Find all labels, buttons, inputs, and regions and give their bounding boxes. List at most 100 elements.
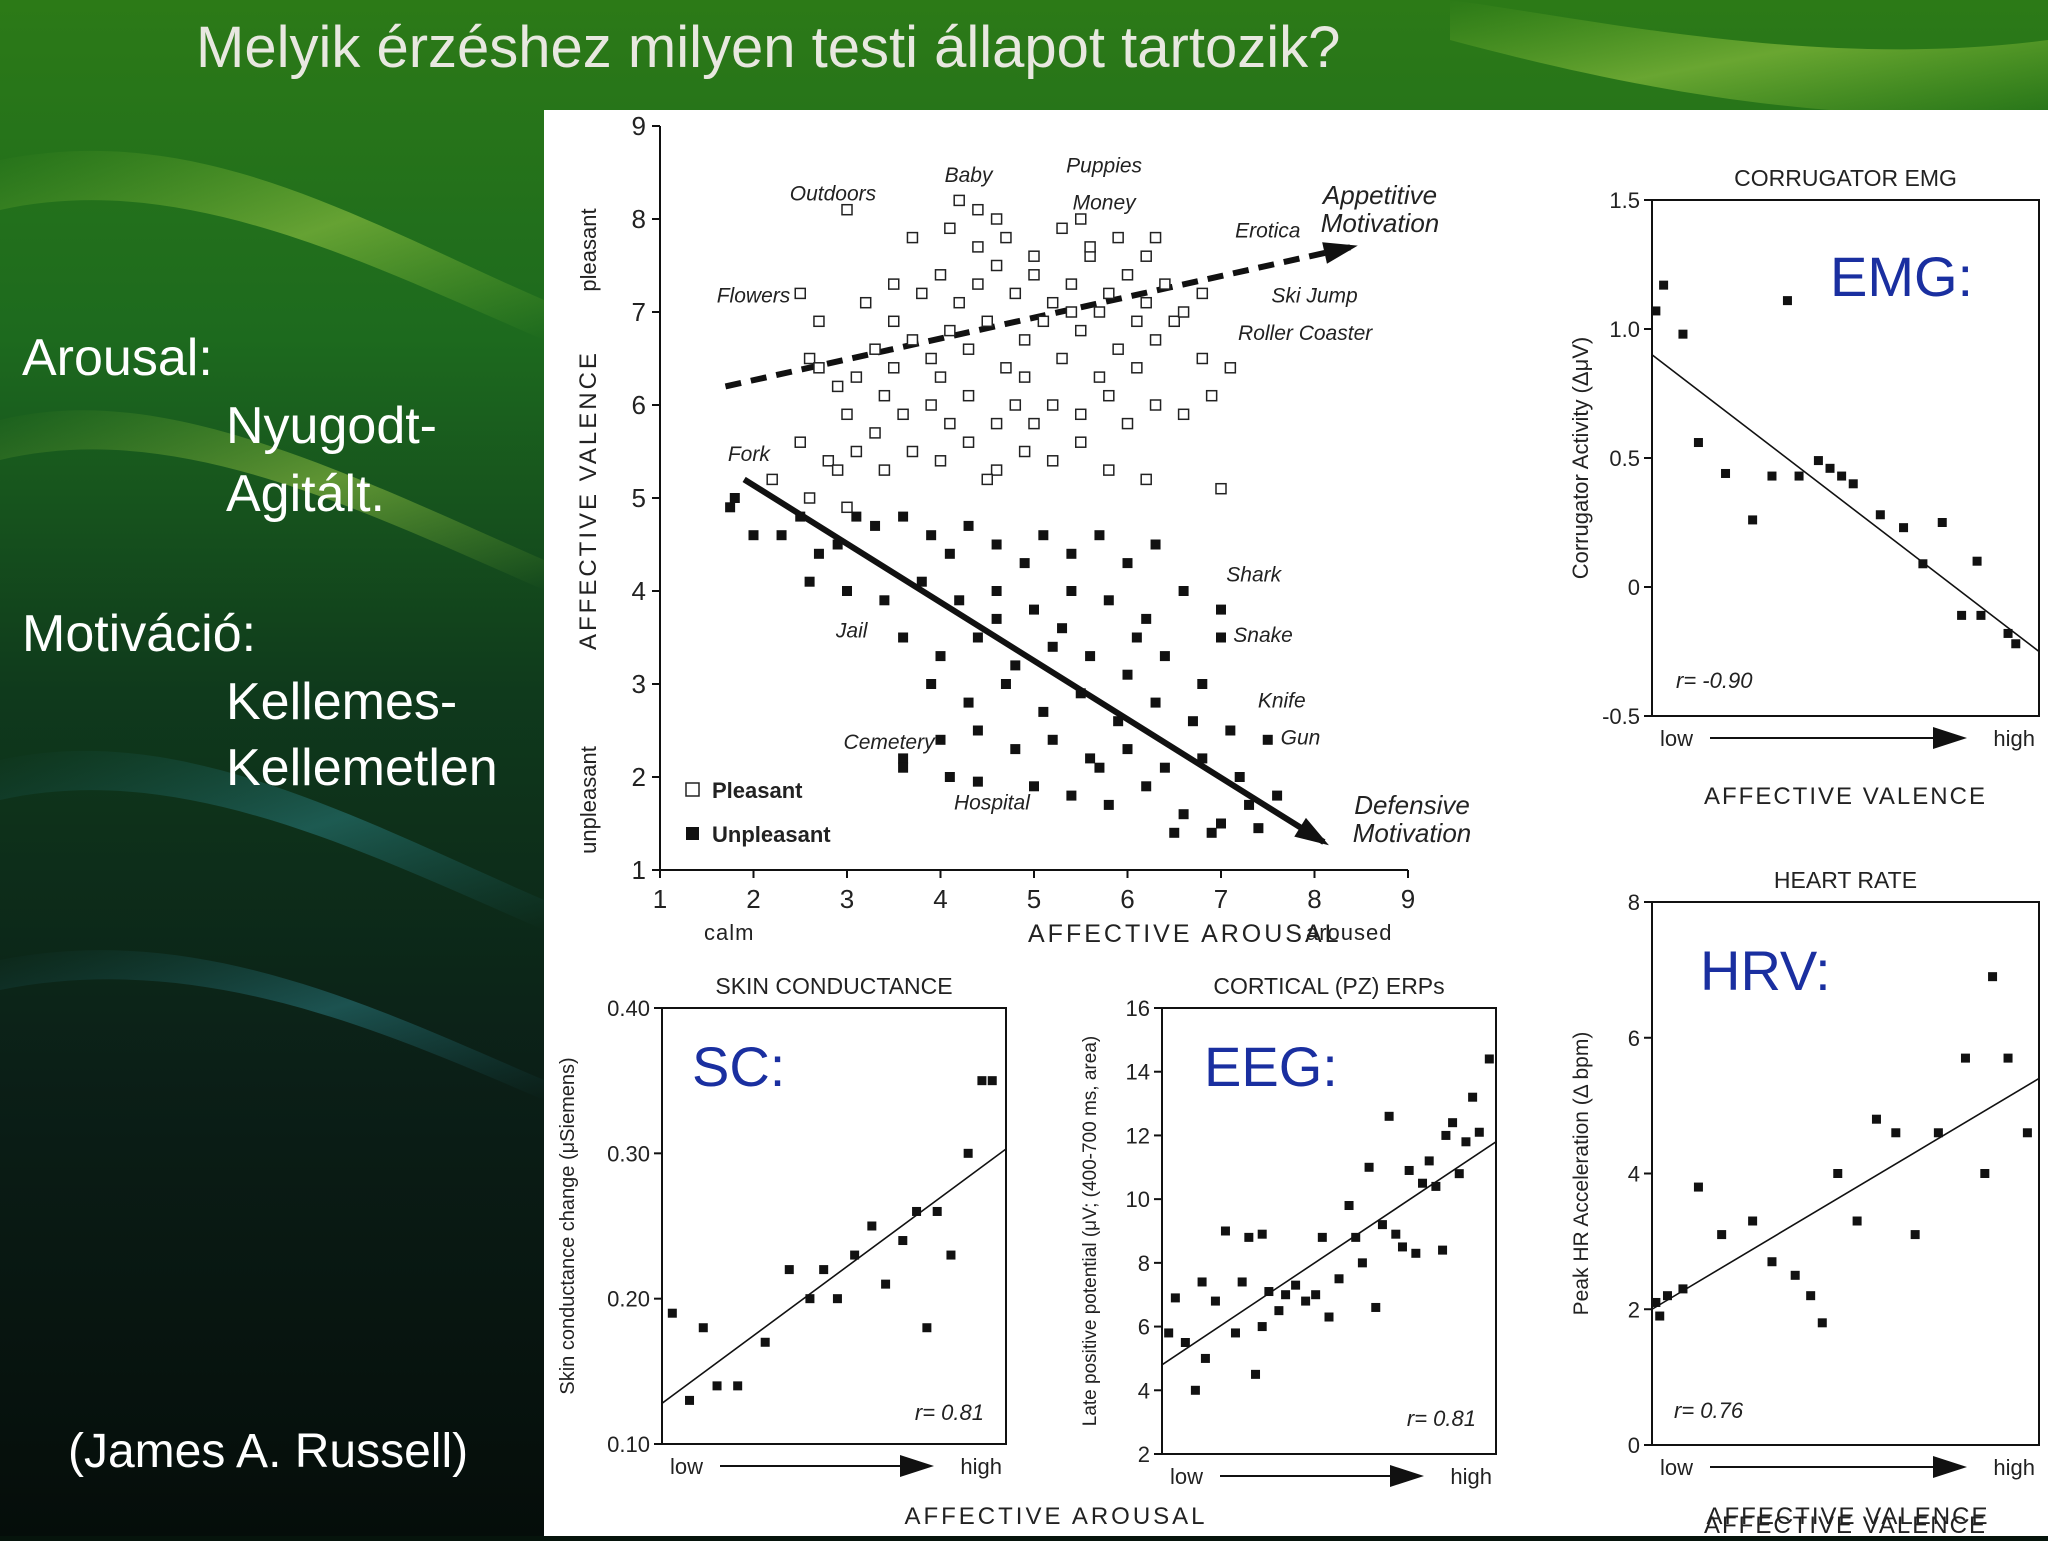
pleasant-point xyxy=(1224,362,1237,374)
main-annotation: Gun xyxy=(1281,726,1321,749)
erp-x-high-label: high xyxy=(1450,1464,1492,1489)
hr-point xyxy=(1767,1257,1777,1267)
pleasant-point xyxy=(813,362,825,374)
slide-title: Melyik érzéshez milyen testi állapot tar… xyxy=(196,15,1341,80)
erp-overlay-label: EEG: xyxy=(1204,1035,1338,1098)
sc-y-tick-label: 0.10 xyxy=(607,1432,650,1457)
erp-point xyxy=(1317,1232,1327,1242)
erp-point xyxy=(1244,1232,1254,1242)
emg-point xyxy=(1918,559,1928,569)
unpleasant-point xyxy=(1047,734,1058,745)
unpleasant-point xyxy=(1094,530,1105,541)
hr-point xyxy=(1980,1169,1990,1178)
hr-point xyxy=(2003,1053,2013,1063)
pleasant-point xyxy=(1046,296,1059,309)
unpleasant-point xyxy=(776,530,787,541)
sc-y-tick-label: 0.40 xyxy=(607,996,650,1021)
unpleasant-point xyxy=(1075,688,1086,699)
pleasant-point xyxy=(962,436,975,448)
credit-text: (James A. Russell) xyxy=(68,1425,469,1478)
erp-point xyxy=(1164,1328,1174,1338)
unpleasant-point xyxy=(725,502,736,513)
erp-point xyxy=(1454,1169,1464,1179)
sc-x-arrow-head xyxy=(900,1455,934,1477)
unpleasant-point xyxy=(926,530,937,541)
pleasant-point xyxy=(1075,213,1087,225)
pleasant-point xyxy=(841,203,853,216)
main-x-tick-label: 1 xyxy=(653,884,667,914)
emg-point xyxy=(1782,296,1792,306)
defensive-label-2: Motivation xyxy=(1353,818,1472,848)
unpleasant-point xyxy=(1103,799,1114,810)
sc-y-tick-label: 0.30 xyxy=(607,1141,650,1166)
pleasant-point xyxy=(1009,399,1022,411)
pleasant-point xyxy=(1149,231,1162,244)
pleasant-point xyxy=(962,343,975,355)
pleasant-point xyxy=(841,408,853,421)
sc-point xyxy=(963,1148,973,1158)
erp-point xyxy=(1448,1118,1458,1128)
erp-point xyxy=(1274,1306,1284,1316)
emg-x-arrow-head xyxy=(1933,727,1967,749)
unpleasant-point xyxy=(879,595,890,606)
unpleasant-point xyxy=(1206,827,1217,838)
erp-y-tick-label: 10 xyxy=(1126,1187,1150,1212)
pleasant-point xyxy=(1131,362,1143,374)
erp-point xyxy=(1281,1290,1291,1300)
pleasant-point xyxy=(1000,362,1012,374)
main-y-tick-label: 3 xyxy=(632,669,646,699)
unpleasant-point xyxy=(935,651,946,662)
hr-point xyxy=(1852,1216,1862,1226)
pleasant-point xyxy=(925,399,937,411)
erp-point xyxy=(1357,1258,1367,1268)
unpleasant-point xyxy=(1122,669,1133,680)
pleasant-point xyxy=(934,269,947,281)
hr-point xyxy=(1960,1053,1970,1063)
unpleasant-point xyxy=(944,548,955,559)
pleasant-point xyxy=(934,455,947,467)
legend-pleasant-label: Pleasant xyxy=(712,778,803,803)
unpleasant-point xyxy=(972,725,983,736)
main-x-tick-label: 6 xyxy=(1120,884,1134,914)
unpleasant-point xyxy=(813,548,824,559)
emg-point xyxy=(1813,456,1823,466)
pleasant-point xyxy=(906,445,919,458)
pleasant-point xyxy=(1018,334,1031,346)
pleasant-point xyxy=(794,287,806,300)
main-annotation: Hospital xyxy=(954,792,1031,815)
main-annotation: Money xyxy=(1073,192,1138,215)
erp-point xyxy=(1424,1156,1434,1166)
pleasant-point xyxy=(831,380,844,393)
pleasant-point xyxy=(1018,371,1031,383)
unpleasant-point xyxy=(1113,716,1124,727)
emg-point xyxy=(2003,628,2013,638)
hr-x-low-label: low xyxy=(1660,1455,1693,1480)
unpleasant-point xyxy=(972,632,983,643)
pleasant-point xyxy=(981,473,993,486)
unpleasant-point xyxy=(1038,706,1049,717)
pleasant-point xyxy=(1093,306,1106,318)
erp-frame xyxy=(1161,1007,1497,1455)
sc-point xyxy=(850,1250,860,1260)
emg-point xyxy=(1875,510,1885,520)
pleasant-point xyxy=(1177,306,1190,318)
erp-point xyxy=(1301,1296,1311,1306)
unpleasant-point xyxy=(1047,641,1058,652)
pleasant-point xyxy=(841,501,853,514)
erp-point xyxy=(1170,1293,1180,1303)
emg-r-value: r= -0.90 xyxy=(1676,668,1753,693)
main-x-tick-label: 2 xyxy=(746,884,760,914)
unpleasant-point xyxy=(1057,623,1068,634)
unpleasant-point xyxy=(916,576,927,587)
emg-point xyxy=(1767,471,1777,481)
emg-point xyxy=(1659,280,1669,290)
sc-point xyxy=(760,1337,770,1347)
erp-y-tick-label: 8 xyxy=(1138,1251,1150,1276)
emg-point xyxy=(1678,329,1688,339)
unpleasant-point xyxy=(963,697,974,708)
main-annotation: Snake xyxy=(1233,624,1293,647)
erp-point xyxy=(1257,1322,1267,1332)
bottom-right-axis-title: AFFECTIVE VALENCE xyxy=(1707,1503,1990,1530)
emg-point xyxy=(1976,610,1986,620)
hr-y-tick-label: 2 xyxy=(1628,1297,1640,1322)
